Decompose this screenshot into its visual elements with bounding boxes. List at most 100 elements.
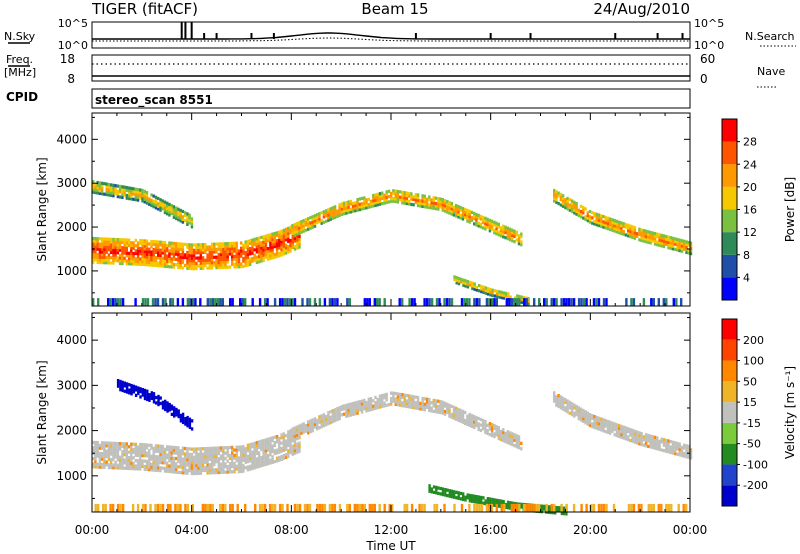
velocity-cell (177, 459, 180, 464)
power-cell (338, 205, 341, 210)
velocity-cell (181, 452, 185, 456)
power-cell (183, 213, 187, 217)
power-cell (116, 195, 120, 199)
power-cell (597, 213, 601, 217)
power-cell (685, 245, 688, 249)
velocity-cell (219, 468, 223, 472)
velocity-cell (448, 409, 451, 413)
velocity-cell (547, 507, 550, 512)
power-cell (159, 203, 162, 207)
power-cell (154, 263, 158, 268)
power-cell (642, 231, 646, 235)
power-cell (163, 259, 167, 263)
velocity-cell (473, 417, 476, 421)
velocity-cell (304, 424, 308, 428)
power-cell (181, 215, 185, 219)
velocity-cell (246, 457, 250, 461)
power-cell (522, 296, 526, 300)
velocity-cell (266, 448, 270, 452)
velocity-cell (96, 465, 99, 469)
power-cell (208, 245, 211, 249)
power-cell (340, 204, 344, 209)
power-cell (584, 217, 587, 221)
velocity-cell (405, 503, 409, 512)
power-cell (213, 250, 216, 254)
power-cell (168, 213, 171, 217)
power-cell (188, 266, 191, 271)
power-cell (553, 199, 556, 203)
power-cell (575, 202, 578, 206)
power-cell (369, 202, 373, 206)
velocity-cell (678, 445, 681, 449)
power-cell (177, 258, 180, 262)
power-cell (399, 195, 402, 199)
velocity-cell (468, 503, 471, 512)
power-cell (289, 231, 292, 235)
velocity-cell (564, 398, 567, 402)
power-cell (307, 217, 310, 221)
power-cell (376, 200, 379, 204)
power-cell (498, 295, 501, 299)
velocity-cell (640, 442, 643, 447)
velocity-cell (437, 491, 440, 496)
velocity-cell (318, 503, 322, 512)
velocity-cell (678, 453, 681, 457)
velocity-cell (116, 379, 120, 383)
power-cell (257, 244, 261, 248)
power-cell (618, 225, 621, 229)
velocity-cell (157, 468, 160, 473)
velocity-cell (430, 490, 433, 494)
velocity-cell (125, 385, 129, 389)
velocity-cell (361, 503, 364, 512)
power-cell (280, 229, 283, 233)
power-cell (186, 212, 189, 216)
power-cell (543, 298, 546, 306)
power-cell (217, 245, 220, 249)
power-cell (504, 228, 507, 232)
power-cell (460, 277, 463, 281)
velocity-cell (511, 443, 514, 447)
velocity-cell (233, 453, 236, 458)
power-cell (116, 298, 120, 306)
velocity-cell (150, 394, 153, 398)
velocity-cell (446, 494, 449, 498)
velocity-cell (620, 432, 623, 437)
power-cell (378, 197, 382, 201)
power-cell (443, 209, 447, 213)
velocity-cell (633, 429, 637, 433)
power-cell (186, 258, 189, 262)
power-cell (105, 190, 108, 194)
power-cell (660, 236, 663, 240)
velocity-cell (455, 417, 458, 421)
power-cell (269, 246, 272, 250)
power-cell (475, 298, 479, 306)
power-cell (107, 245, 111, 249)
velocity-cell (448, 489, 451, 493)
velocity-cell (125, 390, 129, 394)
power-cell (244, 240, 247, 244)
power-cell (511, 236, 514, 240)
velocity-cell (511, 440, 514, 444)
velocity-cell (631, 439, 634, 443)
velocity-cell (159, 466, 162, 470)
velocity-cell (570, 407, 574, 411)
power-cell (559, 195, 563, 199)
power-cell (175, 247, 178, 251)
power-cell (658, 235, 661, 239)
velocity-cell (428, 400, 431, 404)
power-cell (627, 223, 630, 227)
power-cell (383, 193, 386, 197)
velocity-cell (327, 413, 330, 418)
velocity-cell (166, 445, 169, 449)
velocity-cell (284, 444, 288, 449)
velocity-cell (300, 423, 303, 427)
power-cell (148, 260, 151, 264)
power-cell (163, 262, 167, 266)
velocity-cell (689, 456, 693, 460)
velocity-cell (132, 384, 135, 388)
power-cell (428, 195, 431, 199)
power-cell (112, 253, 115, 257)
power-cell (161, 199, 164, 203)
velocity-cell (148, 449, 151, 453)
velocity-cell (425, 400, 429, 404)
